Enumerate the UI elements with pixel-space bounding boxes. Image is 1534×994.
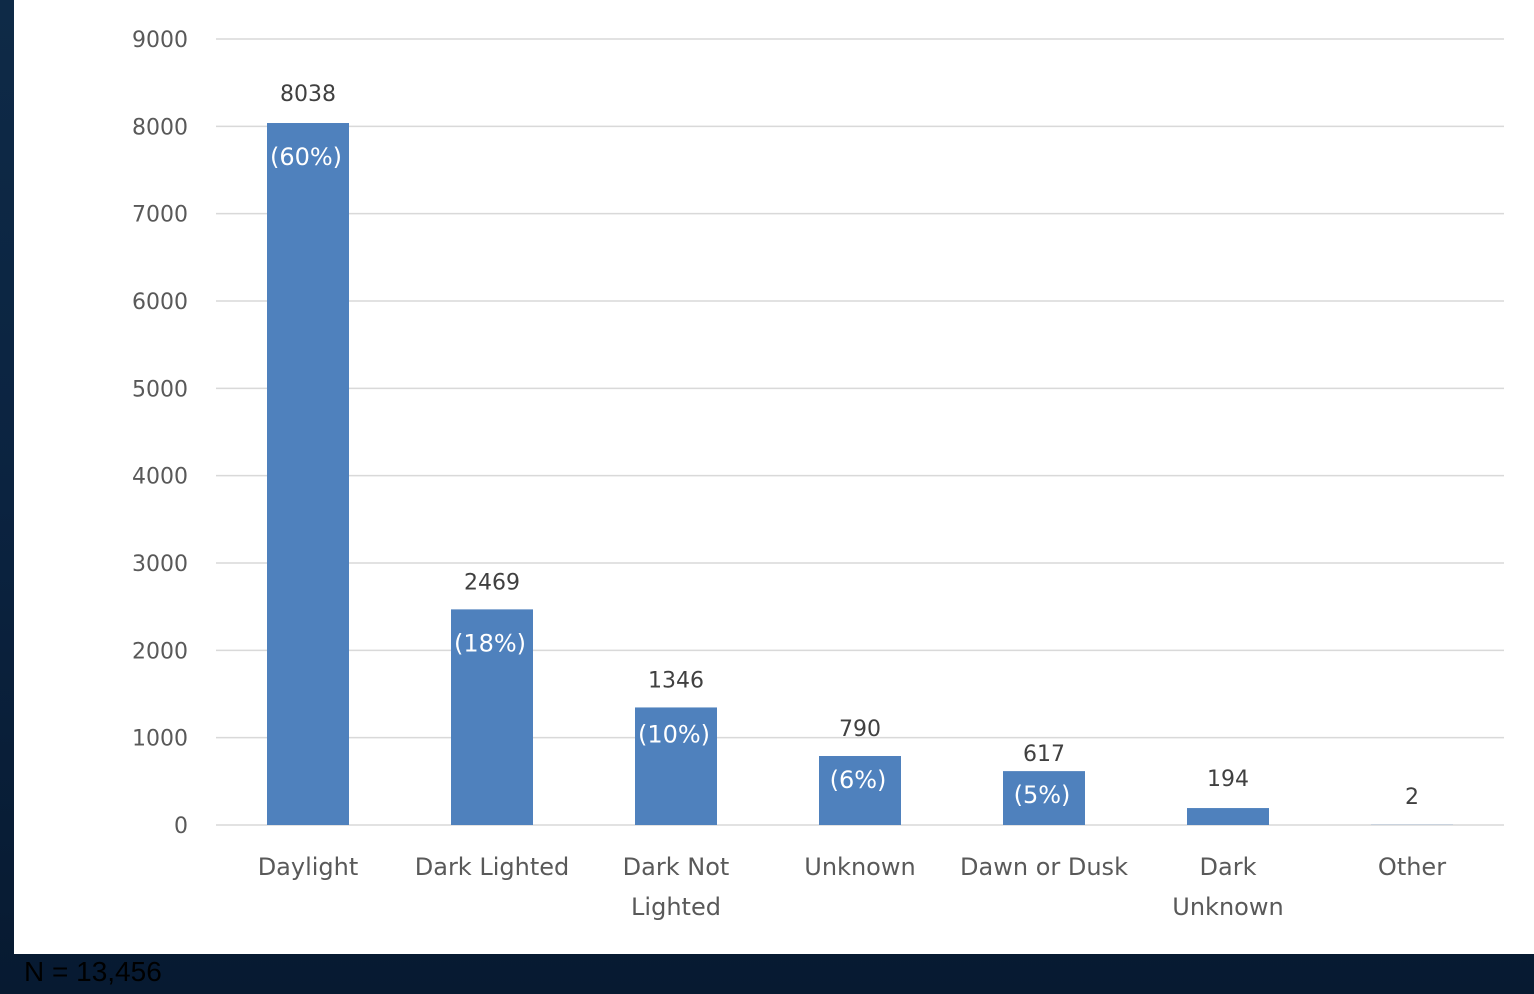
- y-tick-label: 0: [174, 814, 188, 839]
- y-axis-ticks: 0 1000 2000 3000 4000 5000 6000 7000 8000 9000: [132, 28, 188, 839]
- bar-1: [451, 609, 533, 825]
- y-tick-label: 6000: [132, 290, 188, 315]
- bar-3: [819, 756, 901, 825]
- bar-4: [1003, 771, 1085, 825]
- x-tick-label: Dawn or Dusk: [960, 853, 1128, 881]
- value-label: 790: [839, 717, 881, 742]
- x-tick-label: Unknown: [1172, 893, 1283, 921]
- x-tick-label: Dark Not: [623, 853, 730, 881]
- value-label: 1346: [648, 668, 704, 693]
- percent-label: (60%): [270, 143, 342, 171]
- y-tick-label: 8000: [132, 115, 188, 140]
- data-labels: 8038 (60%) 2469 (18%) 1346 (10%) 790 (6%) 617 (5%…: [270, 82, 1419, 810]
- bar-2: [635, 707, 717, 825]
- value-label: 2469: [464, 570, 520, 595]
- y-tick-label: 3000: [132, 552, 188, 577]
- x-tick-label: Daylight: [258, 853, 359, 881]
- bars: [267, 123, 1453, 826]
- x-tick-label: Dark Lighted: [415, 853, 569, 881]
- bar-0: [267, 123, 349, 826]
- y-tick-label: 5000: [132, 377, 188, 402]
- bar-5: [1187, 808, 1269, 825]
- y-tick-label: 4000: [132, 465, 188, 490]
- bar-chart: 0 1000 2000 3000 4000 5000 6000 7000 8000 9000 80…: [132, 28, 1504, 921]
- value-label: 8038: [280, 82, 336, 107]
- y-tick-label: 1000: [132, 727, 188, 752]
- y-tick-label: 2000: [132, 639, 188, 664]
- x-tick-label: Unknown: [804, 853, 915, 881]
- percent-label: (6%): [830, 766, 887, 794]
- value-label: 617: [1023, 742, 1065, 767]
- y-tick-label: 9000: [132, 28, 188, 53]
- x-tick-label: Dark: [1200, 853, 1257, 881]
- x-tick-label: Lighted: [631, 893, 721, 921]
- percent-label: (5%): [1014, 781, 1071, 809]
- x-axis-labels: Daylight Dark Lighted Dark Not Lighted Unkno…: [258, 853, 1446, 921]
- value-label: 194: [1207, 767, 1249, 792]
- grid-lines: [216, 38, 1504, 826]
- percent-label: (10%): [638, 720, 710, 748]
- percent-label: (18%): [454, 629, 526, 657]
- x-tick-label: Other: [1378, 853, 1446, 881]
- chart-panel: 0 1000 2000 3000 4000 5000 6000 7000 8000 9000 80…: [14, 0, 1534, 954]
- value-label: 2: [1405, 785, 1419, 810]
- sample-size-note: N = 13,456: [24, 956, 162, 987]
- y-tick-label: 7000: [132, 203, 188, 228]
